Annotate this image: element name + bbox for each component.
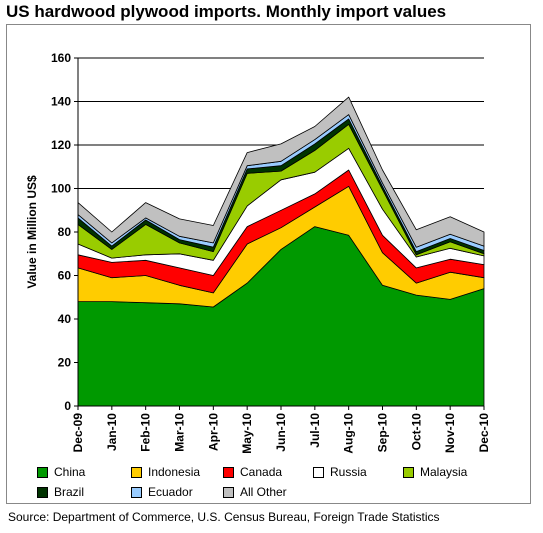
legend-swatch xyxy=(223,486,234,498)
stacked-area-chart: 0 20 40 60 80 100 120 140 160 Dec-09 Jan-10 Feb-10 M… xyxy=(25,51,491,454)
legend-label: Russia xyxy=(330,465,367,479)
legend-label: China xyxy=(54,465,86,479)
legend-item: Canada xyxy=(223,465,282,479)
x-tick-label: Aug-10 xyxy=(342,413,356,454)
y-tick-label: 0 xyxy=(64,399,71,413)
x-tick-label: Jul-10 xyxy=(308,413,322,448)
y-tick-label: 100 xyxy=(51,182,71,196)
y-tick-label: 140 xyxy=(51,95,71,109)
legend-label: All Other xyxy=(240,485,287,499)
legend-item: Brazil xyxy=(37,485,84,499)
x-tick-label: Mar-10 xyxy=(173,413,187,452)
x-tick-label: Oct-10 xyxy=(409,413,423,451)
legend-swatch xyxy=(403,466,414,478)
x-tick-label: Nov-10 xyxy=(443,413,457,453)
y-tick-label: 120 xyxy=(51,138,71,152)
legend-label: Indonesia xyxy=(148,465,201,479)
legend-item: China xyxy=(37,465,85,479)
legend-label: Brazil xyxy=(54,485,85,499)
legend-label: Canada xyxy=(240,465,283,479)
x-tick-label: Jun-10 xyxy=(274,413,288,452)
source-note: Source: Department of Commerce, U.S. Cen… xyxy=(8,510,440,524)
legend-swatch xyxy=(313,466,324,478)
legend-label: Ecuador xyxy=(148,485,193,499)
y-tick-label: 20 xyxy=(58,356,72,370)
x-tick-label: Feb-10 xyxy=(139,413,153,452)
x-tick-label: May-10 xyxy=(240,413,254,454)
legend-item: Malaysia xyxy=(403,465,467,479)
y-tick-label: 160 xyxy=(51,51,71,65)
legend-item: Russia xyxy=(313,465,367,479)
x-tick-label: Dec-10 xyxy=(477,413,491,453)
x-tick-label: Sep-10 xyxy=(376,413,390,453)
series-area-all-other xyxy=(77,96,485,248)
x-tick-label: Jan-10 xyxy=(105,413,119,451)
legend-swatch xyxy=(223,466,234,478)
legend-item: Indonesia xyxy=(131,465,200,479)
y-tick-label: 40 xyxy=(58,312,72,326)
legend-swatch xyxy=(37,486,48,498)
legend-swatch xyxy=(37,466,48,478)
legend-item: Ecuador xyxy=(131,485,193,499)
legend-item: All Other xyxy=(223,485,287,499)
x-tick-label: Apr-10 xyxy=(206,413,220,451)
chart-frame: 0 20 40 60 80 100 120 140 160 Dec-09 Jan-10 Feb-10 M… xyxy=(6,24,531,504)
x-tick-label: Dec-09 xyxy=(71,413,85,453)
legend-label: Malaysia xyxy=(420,465,468,479)
legend-swatch xyxy=(131,486,142,498)
legend-swatch xyxy=(131,466,142,478)
y-tick-label: 80 xyxy=(58,225,72,239)
y-tick-label: 60 xyxy=(58,269,72,283)
y-axis-title: Value in Million US$ xyxy=(25,175,39,289)
chart-title: US hardwood plywood imports. Monthly imp… xyxy=(6,2,447,21)
